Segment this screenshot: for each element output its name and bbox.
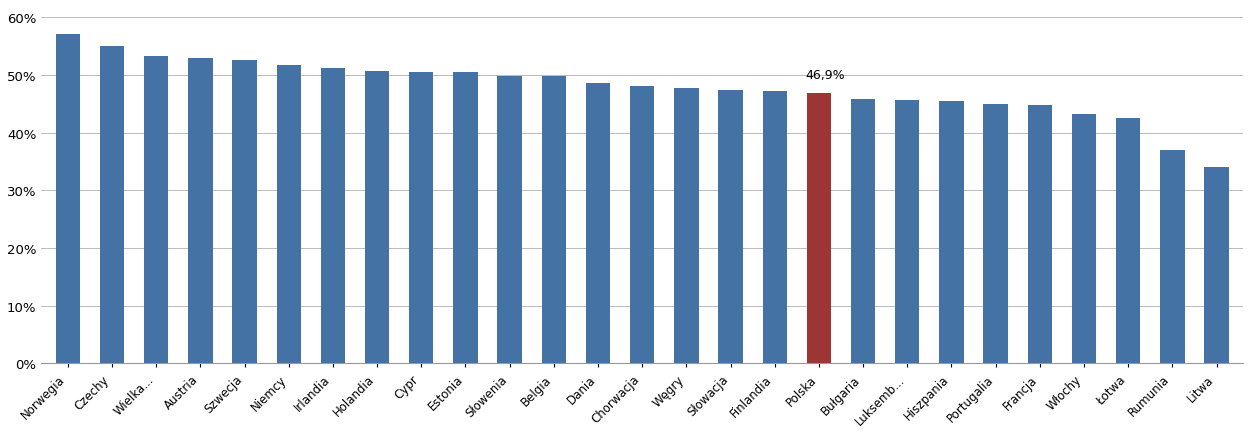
Bar <box>1116 119 1140 364</box>
Bar <box>144 56 169 364</box>
Bar <box>851 100 875 364</box>
Bar <box>56 35 80 364</box>
Bar <box>895 101 920 364</box>
Bar <box>1160 151 1185 364</box>
Bar <box>984 105 1008 364</box>
Bar <box>276 66 301 364</box>
Bar <box>1028 105 1052 364</box>
Bar <box>409 72 434 364</box>
Bar <box>1205 168 1229 364</box>
Bar <box>365 71 389 364</box>
Bar <box>100 47 124 364</box>
Bar <box>674 89 699 364</box>
Bar <box>630 86 654 364</box>
Bar <box>541 77 566 364</box>
Bar <box>321 69 345 364</box>
Bar <box>806 94 831 364</box>
Bar <box>189 59 213 364</box>
Text: 46,9%: 46,9% <box>806 69 845 82</box>
Bar <box>498 77 521 364</box>
Bar <box>232 60 256 364</box>
Bar <box>719 90 742 364</box>
Bar <box>454 73 478 364</box>
Bar <box>1071 115 1096 364</box>
Bar <box>586 84 610 364</box>
Bar <box>762 92 788 364</box>
Bar <box>939 102 964 364</box>
